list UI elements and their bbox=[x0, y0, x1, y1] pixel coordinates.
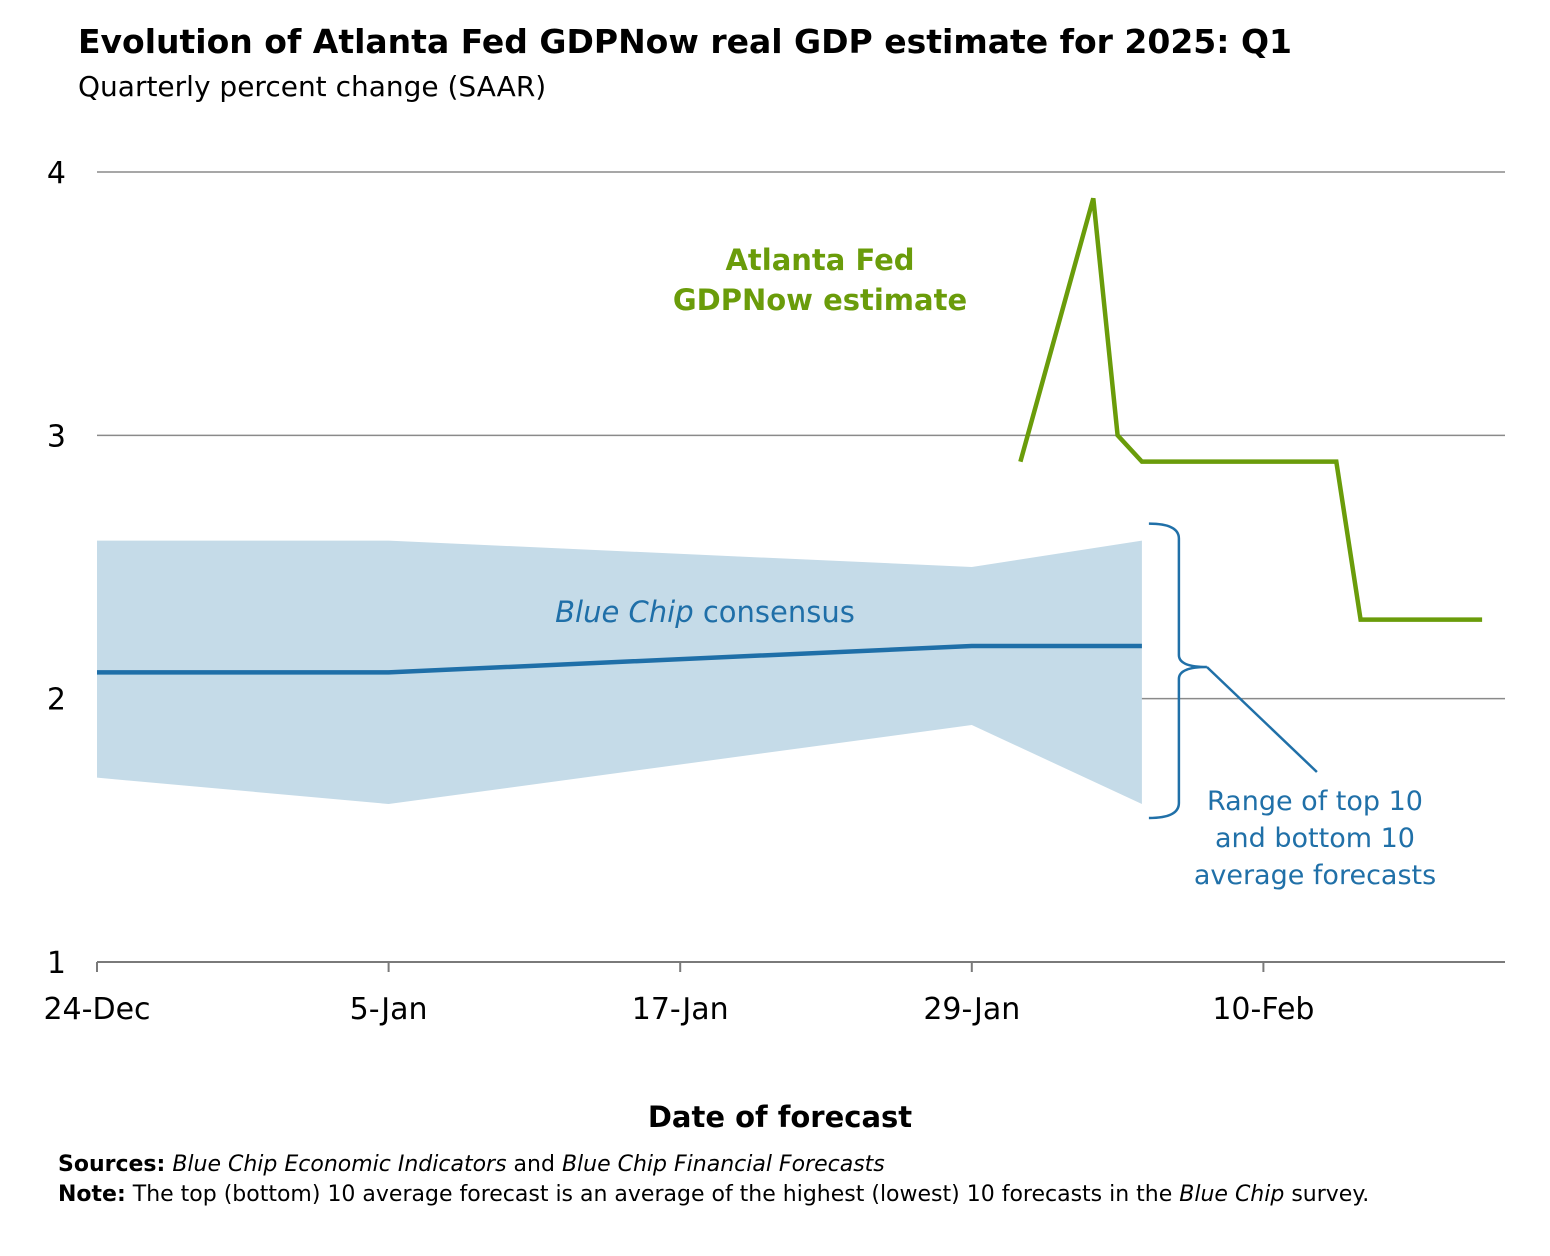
sources-and: and bbox=[506, 1152, 562, 1177]
series-lines bbox=[97, 197, 1483, 675]
range-annotation: Range of top 10 and bottom 10 average fo… bbox=[1170, 783, 1460, 894]
y-tick-label: 1 bbox=[47, 946, 66, 981]
range-leader-line bbox=[1206, 666, 1318, 773]
y-tick-label: 2 bbox=[47, 683, 66, 718]
range-bracket bbox=[1148, 522, 1318, 820]
range-area-layer bbox=[97, 540, 1142, 804]
source-notes: Sources: Blue Chip Economic Indicators a… bbox=[58, 1150, 1378, 1210]
sources-line: Sources: Blue Chip Economic Indicators a… bbox=[58, 1150, 1378, 1180]
sources-label: Sources: bbox=[58, 1152, 166, 1177]
note-line: Note: The top (bottom) 10 average foreca… bbox=[58, 1180, 1378, 1210]
sources-part1: Blue Chip Economic Indicators bbox=[172, 1152, 507, 1177]
consensus-annotation: Blue Chip consensus bbox=[500, 595, 910, 629]
note-text: The top (bottom) 10 average forecast is … bbox=[125, 1182, 1180, 1207]
range-annotation-line3: average forecasts bbox=[1193, 860, 1437, 891]
x-axis: 24-Dec 5-Jan 17-Jan 29-Jan 10-Feb bbox=[43, 961, 1505, 1027]
consensus-line bbox=[97, 643, 1142, 675]
gdpnow-annotation: Atlanta Fed GDPNow estimate bbox=[650, 240, 990, 320]
gdpnow-line bbox=[1018, 197, 1483, 622]
x-axis-title: Date of forecast bbox=[647, 1100, 913, 1134]
range-annotation-line1: Range of top 10 bbox=[1207, 786, 1423, 817]
x-tick-label: 17-Jan bbox=[632, 992, 729, 1027]
range-annotation-line2: and bottom 10 bbox=[1215, 823, 1415, 854]
y-tick-label: 3 bbox=[47, 419, 66, 454]
note-italic: Blue Chip bbox=[1179, 1182, 1285, 1207]
chart-subtitle: Quarterly percent change (SAAR) bbox=[78, 70, 547, 103]
range-area bbox=[97, 540, 1142, 804]
note-label: Note: bbox=[58, 1182, 126, 1207]
note-end: survey. bbox=[1284, 1182, 1370, 1207]
gdpnow-annotation-line2: GDPNow estimate bbox=[672, 283, 968, 317]
consensus-annotation-rest: consensus bbox=[693, 595, 855, 629]
x-tick-label: 10-Feb bbox=[1212, 992, 1314, 1027]
range-bracket-brace bbox=[1148, 522, 1207, 820]
x-tick-label: 24-Dec bbox=[43, 992, 150, 1027]
consensus-annotation-italic: Blue Chip bbox=[555, 595, 694, 629]
x-tick-label: 29-Jan bbox=[923, 992, 1020, 1027]
y-tick-label: 4 bbox=[47, 156, 66, 191]
sources-part2: Blue Chip Financial Forecasts bbox=[561, 1152, 885, 1177]
gridlines: 1 2 3 4 bbox=[47, 156, 1505, 981]
x-tick-label: 5-Jan bbox=[350, 992, 428, 1027]
gdpnow-annotation-line1: Atlanta Fed bbox=[725, 243, 915, 277]
chart-title: Evolution of Atlanta Fed GDPNow real GDP… bbox=[78, 22, 1292, 61]
